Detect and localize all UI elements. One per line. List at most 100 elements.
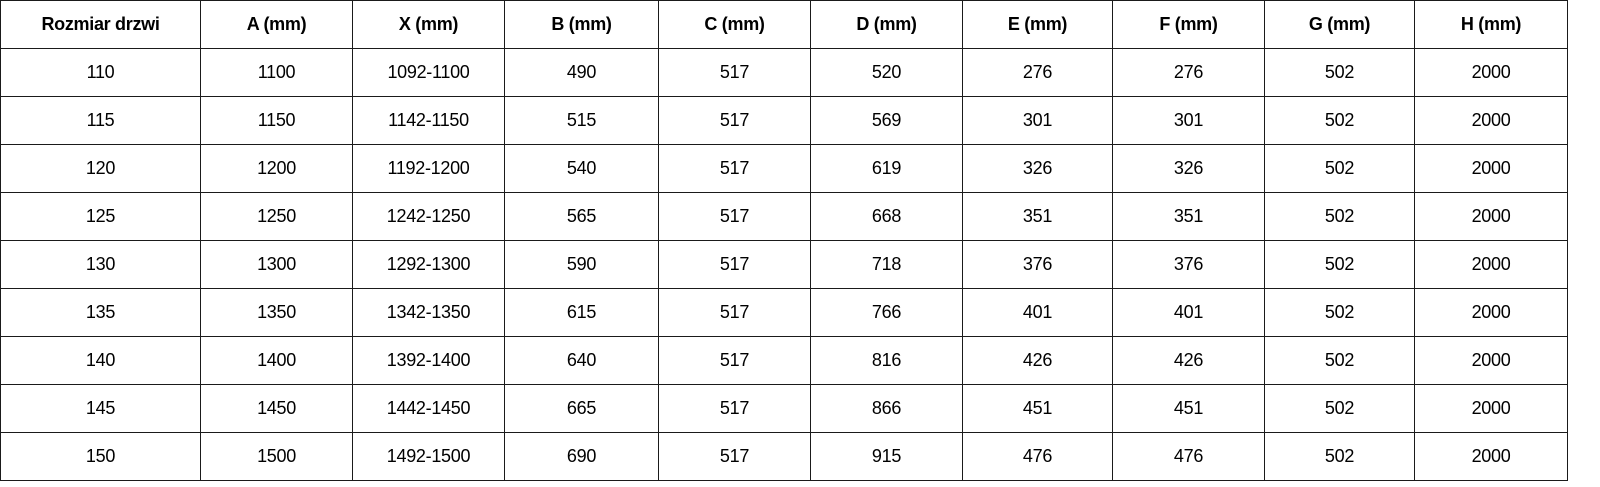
table-cell: 1242-1250 [352, 192, 505, 241]
table-cell: 125 [0, 192, 201, 241]
table-cell: 502 [1264, 240, 1415, 289]
table-cell: 517 [658, 96, 811, 145]
table-cell: 426 [962, 336, 1113, 385]
table-cell: 276 [962, 48, 1113, 97]
table-cell: 301 [962, 96, 1113, 145]
table-cell: 668 [810, 192, 963, 241]
table-cell: 1400 [200, 336, 353, 385]
table-cell: 517 [658, 192, 811, 241]
table-cell: 502 [1264, 192, 1415, 241]
table-cell: 766 [810, 288, 963, 337]
table-cell: 2000 [1414, 432, 1568, 481]
table-cell: 476 [1112, 432, 1265, 481]
table-cell: 565 [504, 192, 659, 241]
table-cell: 2000 [1414, 240, 1568, 289]
table-cell: 915 [810, 432, 963, 481]
table-cell: 451 [1112, 384, 1265, 433]
column-header: X (mm) [352, 0, 505, 49]
column-header: E (mm) [962, 0, 1113, 49]
table-cell: 615 [504, 288, 659, 337]
table-row: 150 1500 1492-1500 690 517 915 476 476 502 2000 [0, 432, 1568, 481]
table-cell: 502 [1264, 288, 1415, 337]
table-cell: 1150 [200, 96, 353, 145]
table-cell: 690 [504, 432, 659, 481]
table-cell: 1100 [200, 48, 353, 97]
column-header: G (mm) [1264, 0, 1415, 49]
table-cell: 517 [658, 240, 811, 289]
table-cell: 351 [962, 192, 1113, 241]
table-cell: 1450 [200, 384, 353, 433]
table-cell: 517 [658, 48, 811, 97]
table-cell: 665 [504, 384, 659, 433]
table-row: 110 1100 1092-1100 490 517 520 276 276 502 2000 [0, 48, 1568, 97]
column-header: D (mm) [810, 0, 963, 49]
column-header: Rozmiar drzwi [0, 0, 201, 49]
column-header: H (mm) [1414, 0, 1568, 49]
table-cell: 517 [658, 432, 811, 481]
table-cell: 2000 [1414, 384, 1568, 433]
table-cell: 1200 [200, 144, 353, 193]
column-header: F (mm) [1112, 0, 1265, 49]
table-cell: 2000 [1414, 48, 1568, 97]
table-cell: 520 [810, 48, 963, 97]
table-cell: 1192-1200 [352, 144, 505, 193]
table-cell: 351 [1112, 192, 1265, 241]
table-cell: 502 [1264, 336, 1415, 385]
table-cell: 502 [1264, 48, 1415, 97]
table-cell: 619 [810, 144, 963, 193]
table-cell: 540 [504, 144, 659, 193]
table-cell: 401 [962, 288, 1113, 337]
table-cell: 2000 [1414, 192, 1568, 241]
table-row: 135 1350 1342-1350 615 517 766 401 401 502 2000 [0, 288, 1568, 337]
table-cell: 590 [504, 240, 659, 289]
table-cell: 150 [0, 432, 201, 481]
table-row: 140 1400 1392-1400 640 517 816 426 426 502 2000 [0, 336, 1568, 385]
table-row: 145 1450 1442-1450 665 517 866 451 451 502 2000 [0, 384, 1568, 433]
table-cell: 1092-1100 [352, 48, 505, 97]
table-cell: 130 [0, 240, 201, 289]
table-row: 115 1150 1142-1150 515 517 569 301 301 502 2000 [0, 96, 1568, 145]
table-cell: 502 [1264, 144, 1415, 193]
table-header-row: Rozmiar drzwi A (mm) X (mm) B (mm) C (mm) D (… [0, 0, 1568, 49]
table-cell: 426 [1112, 336, 1265, 385]
table-cell: 515 [504, 96, 659, 145]
table-cell: 1250 [200, 192, 353, 241]
table-cell: 135 [0, 288, 201, 337]
table-cell: 1142-1150 [352, 96, 505, 145]
table-row: 120 1200 1192-1200 540 517 619 326 326 502 2000 [0, 144, 1568, 193]
table-cell: 1350 [200, 288, 353, 337]
table-body: 110 1100 1092-1100 490 517 520 276 276 502 2000 11… [0, 48, 1568, 481]
table-cell: 569 [810, 96, 963, 145]
column-header: A (mm) [200, 0, 353, 49]
table-cell: 476 [962, 432, 1113, 481]
table-cell: 451 [962, 384, 1113, 433]
table-cell: 1492-1500 [352, 432, 505, 481]
table-cell: 115 [0, 96, 201, 145]
table-row: 125 1250 1242-1250 565 517 668 351 351 502 2000 [0, 192, 1568, 241]
table-cell: 2000 [1414, 96, 1568, 145]
table-cell: 140 [0, 336, 201, 385]
table-cell: 866 [810, 384, 963, 433]
table-cell: 376 [962, 240, 1113, 289]
table-cell: 1392-1400 [352, 336, 505, 385]
table-cell: 110 [0, 48, 201, 97]
door-dimensions-table: Rozmiar drzwi A (mm) X (mm) B (mm) C (mm) D (… [0, 0, 1568, 481]
table-cell: 517 [658, 336, 811, 385]
table-cell: 490 [504, 48, 659, 97]
table-cell: 120 [0, 144, 201, 193]
table-cell: 502 [1264, 432, 1415, 481]
table-cell: 718 [810, 240, 963, 289]
table-cell: 401 [1112, 288, 1265, 337]
table-cell: 2000 [1414, 288, 1568, 337]
table-cell: 517 [658, 288, 811, 337]
column-header: C (mm) [658, 0, 811, 49]
table-cell: 816 [810, 336, 963, 385]
table-cell: 145 [0, 384, 201, 433]
table-cell: 326 [962, 144, 1113, 193]
table-cell: 326 [1112, 144, 1265, 193]
table-cell: 276 [1112, 48, 1265, 97]
table-cell: 1442-1450 [352, 384, 505, 433]
table-cell: 502 [1264, 96, 1415, 145]
table-cell: 2000 [1414, 336, 1568, 385]
table-cell: 2000 [1414, 144, 1568, 193]
